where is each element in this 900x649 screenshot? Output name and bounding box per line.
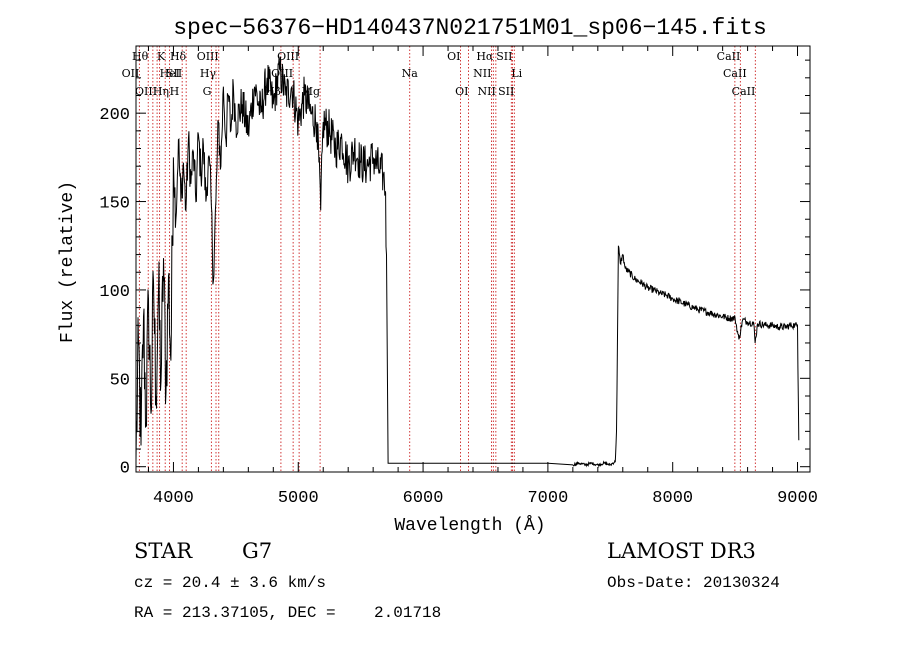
- obs-date: Obs-Date: 20130324: [607, 574, 780, 592]
- line-label-23: Li: [511, 67, 522, 80]
- x-tick-label-6000: 6000: [403, 489, 444, 508]
- line-label-24: SII: [498, 85, 514, 98]
- line-label-17: OI: [447, 50, 460, 63]
- y-axis-label: Flux (relative): [58, 181, 78, 343]
- chart-title: spec−56376−HD140437N021751M01_sp06−145.f…: [173, 15, 767, 41]
- line-label-22: SII: [496, 50, 512, 63]
- x-axis-label: Wavelength (Å): [394, 515, 545, 536]
- line-label-2: OIII: [135, 85, 157, 98]
- line-label-20: NII: [473, 67, 491, 80]
- y-tick-label-150: 150: [99, 195, 130, 214]
- line-label-1: OII: [122, 67, 140, 80]
- spectral-subclass: G7: [242, 539, 273, 563]
- x-tick-label-8000: 8000: [652, 489, 693, 508]
- line-label-5: Hη: [153, 85, 169, 98]
- axes: 4000 5000 6000 7000 8000 9000 0 50 100 150 200: [99, 45, 818, 508]
- survey-name: LAMOST DR3: [607, 539, 756, 563]
- line-label-6: SII: [166, 67, 182, 80]
- x-tick-label-7000: 7000: [527, 489, 568, 508]
- line-label-3: K: [157, 50, 166, 63]
- flux-line: [135, 56, 800, 468]
- y-tick-label-100: 100: [99, 283, 130, 302]
- y-tick-label-200: 200: [99, 106, 130, 125]
- line-label-8: Hδ: [170, 50, 187, 63]
- line-label-0: Hθ: [132, 50, 149, 63]
- line-label-7: H: [170, 85, 180, 98]
- line-label-4: HeI: [160, 67, 180, 80]
- line-label-21: NII: [478, 85, 496, 98]
- line-label-9: OIII: [197, 50, 219, 63]
- line-label-16: Na: [402, 67, 419, 80]
- x-tick-label-4000: 4000: [153, 489, 194, 508]
- plot-frame: [135, 45, 811, 473]
- line-label-18: OI: [455, 85, 468, 98]
- line-label-27: CaII: [732, 85, 756, 98]
- y-tick-label-50: 50: [110, 371, 130, 390]
- x-tick-label-9000: 9000: [777, 489, 818, 508]
- line-label-11: G: [203, 85, 212, 98]
- y-tick-label-0: 0: [120, 460, 130, 479]
- redshift-readout: cz = 20.4 ± 3.6 km/s: [134, 574, 327, 592]
- line-label-10: Hγ: [200, 67, 217, 80]
- coordinates: RA = 213.37105, DEC = 2.01718: [134, 604, 442, 622]
- line-label-26: CaII: [723, 67, 747, 80]
- line-label-25: CaII: [717, 50, 741, 63]
- x-tick-label-5000: 5000: [278, 489, 319, 508]
- line-label-19: Hα: [476, 50, 494, 63]
- line-label-15: Mg: [302, 85, 320, 98]
- line-label-12: OIII: [277, 50, 299, 63]
- object-class: STAR: [134, 539, 193, 563]
